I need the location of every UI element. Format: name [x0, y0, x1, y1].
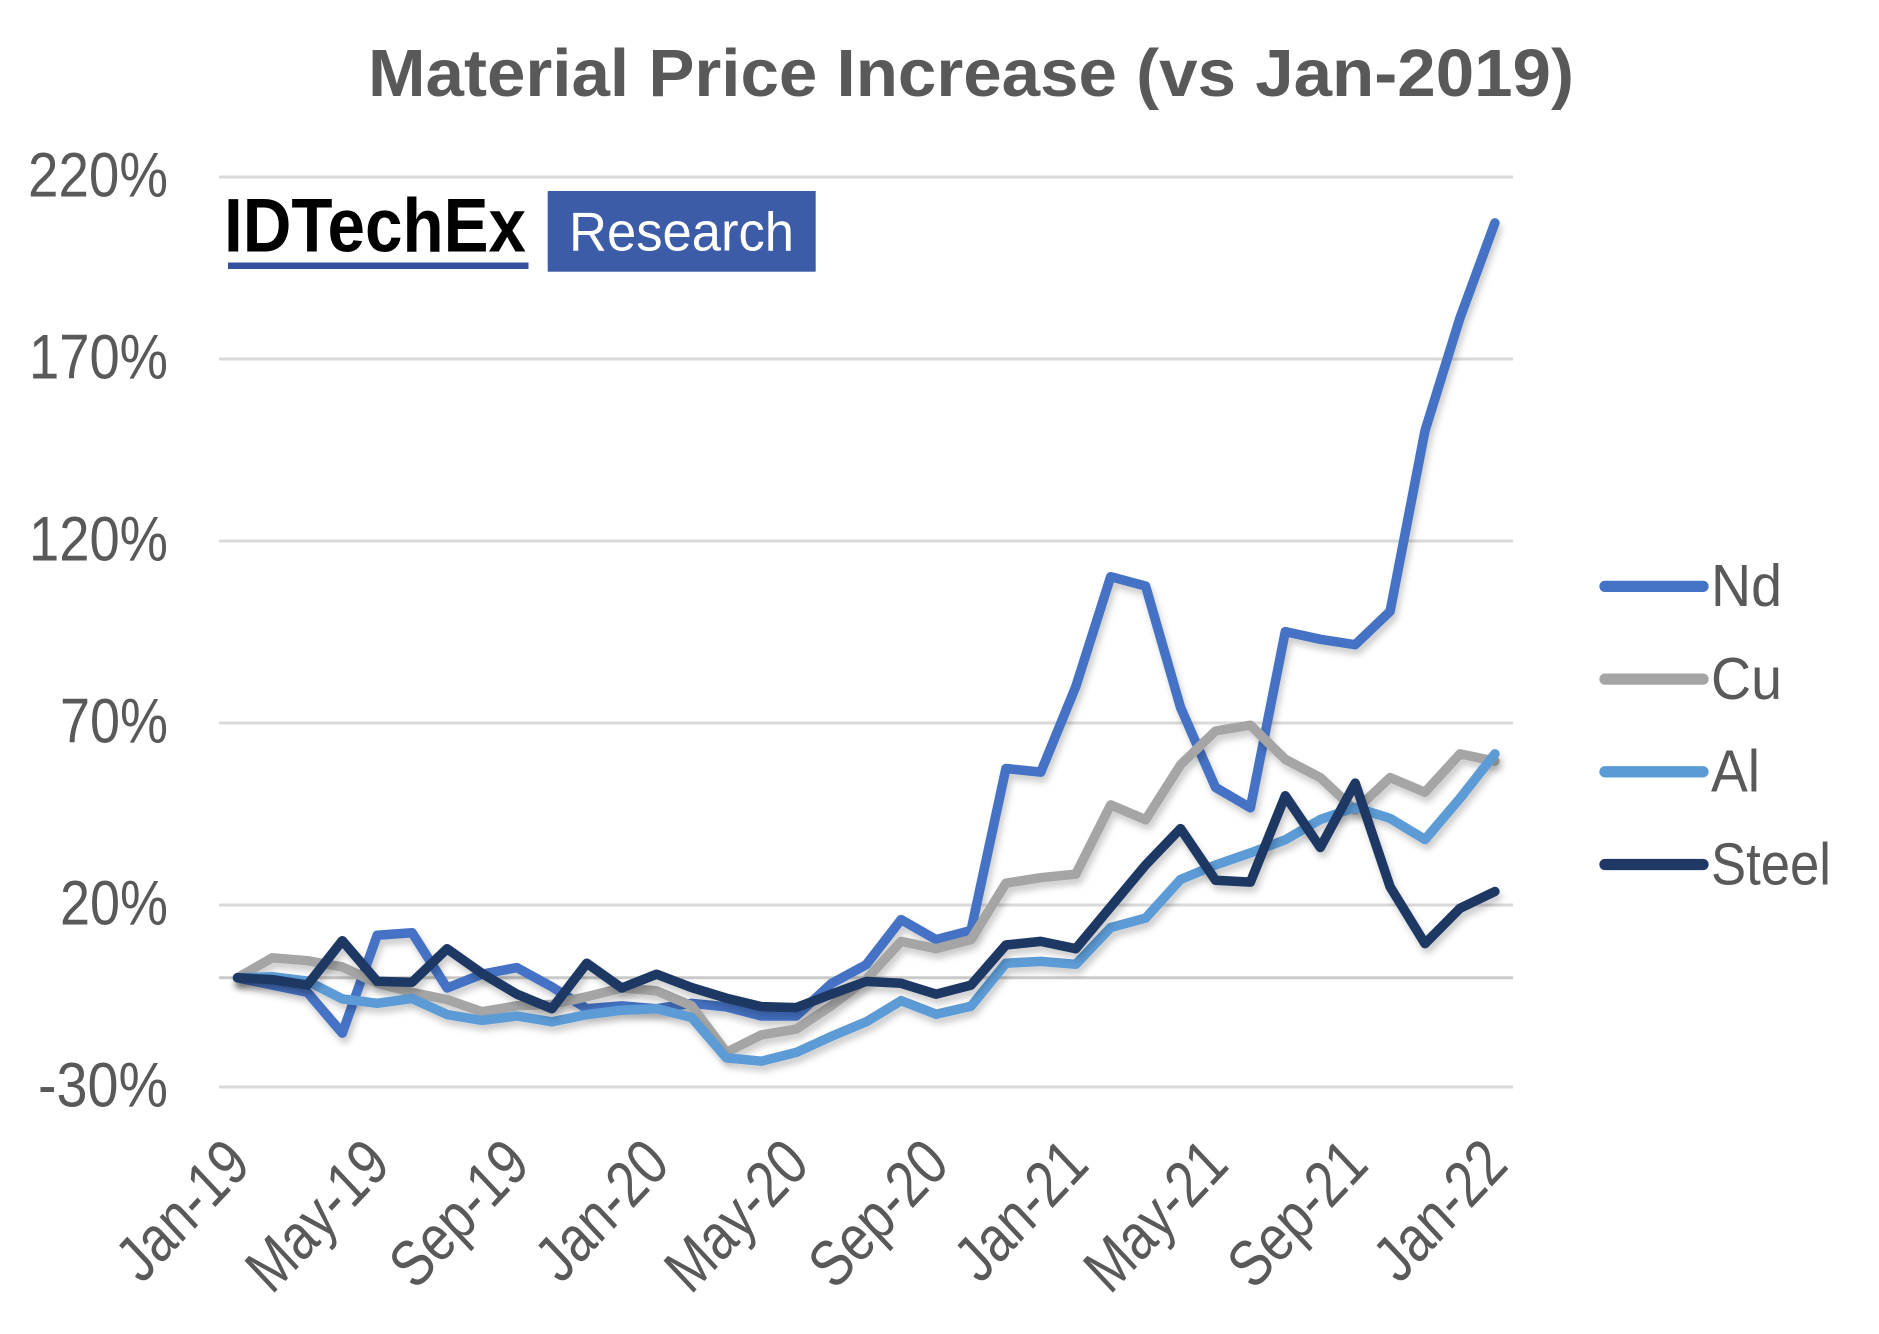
svg-text:220%: 220%: [28, 141, 168, 211]
svg-text:Material Price Increase (vs Ja: Material Price Increase (vs Jan-2019): [368, 36, 1574, 111]
svg-text:IDTechEx: IDTechEx: [224, 183, 526, 268]
svg-text:Steel: Steel: [1711, 831, 1831, 897]
svg-text:-30%: -30%: [38, 1051, 168, 1121]
svg-text:120%: 120%: [29, 505, 168, 575]
svg-text:20%: 20%: [60, 869, 168, 939]
svg-text:Research: Research: [569, 201, 794, 263]
svg-text:Nd: Nd: [1711, 553, 1782, 619]
svg-text:170%: 170%: [29, 323, 168, 393]
svg-text:70%: 70%: [60, 687, 168, 757]
svg-text:Cu: Cu: [1711, 646, 1782, 712]
svg-text:Al: Al: [1711, 739, 1760, 805]
